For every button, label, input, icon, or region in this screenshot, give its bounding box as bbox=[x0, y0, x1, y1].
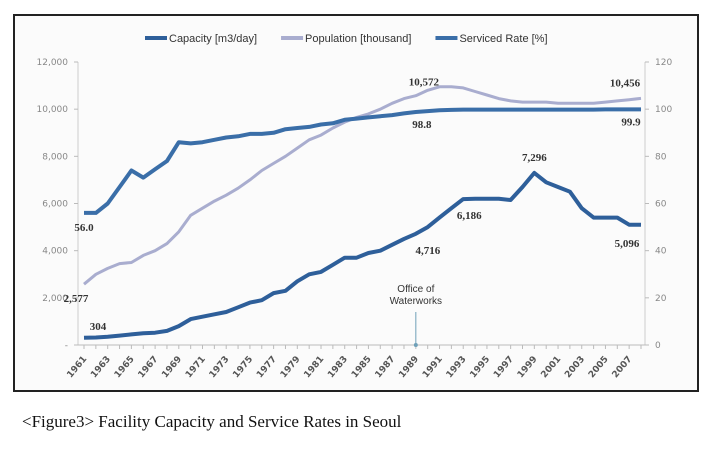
y-right-tick-label: 100 bbox=[655, 105, 672, 115]
x-tick-label: 1977 bbox=[255, 355, 279, 381]
y-right-tick-label: 20 bbox=[655, 294, 667, 304]
x-tick-label: 1997 bbox=[492, 355, 516, 381]
x-tick-label: 1995 bbox=[468, 355, 492, 381]
annotation-label: Office of bbox=[397, 284, 434, 295]
y-right-tick-label: 0 bbox=[655, 341, 661, 351]
x-tick-label: 2001 bbox=[540, 355, 564, 381]
x-tick-label: 1983 bbox=[326, 355, 350, 381]
x-tick-label: 1985 bbox=[350, 355, 374, 381]
data-label: 2,577 bbox=[64, 293, 89, 305]
y-left-tick-label: 8,000 bbox=[42, 152, 68, 162]
x-tick-label: 1989 bbox=[397, 355, 421, 381]
y-left-tick-label: 10,000 bbox=[37, 105, 69, 115]
data-label: 56.0 bbox=[74, 222, 94, 234]
x-tick-label: 1991 bbox=[421, 355, 445, 381]
x-tick-label: 1981 bbox=[303, 355, 327, 381]
data-label: 10,456 bbox=[610, 77, 641, 89]
data-label: 304 bbox=[90, 321, 107, 333]
x-tick-label: 1965 bbox=[113, 355, 137, 381]
x-tick-label: 1979 bbox=[279, 355, 303, 381]
y-left-tick-label: 2,000 bbox=[42, 294, 68, 304]
y-left-tick-label: 6,000 bbox=[42, 200, 68, 210]
x-tick-label: 1969 bbox=[160, 355, 184, 381]
data-label: 99.9 bbox=[621, 116, 641, 128]
data-label: 5,096 bbox=[615, 238, 640, 250]
y-right-tick-label: 40 bbox=[655, 247, 667, 257]
figure-caption: <Figure3> Facility Capacity and Service … bbox=[22, 412, 402, 431]
data-label: 7,296 bbox=[522, 152, 547, 164]
x-tick-label: 2005 bbox=[587, 355, 611, 381]
series-line-1 bbox=[83, 170, 642, 340]
legend-label: Capacity [m3/day] bbox=[169, 33, 257, 45]
data-label: 98.8 bbox=[412, 119, 432, 131]
annotation-label: Waterworks bbox=[390, 296, 442, 307]
series-line-2 bbox=[83, 85, 642, 286]
y-right-tick-label: 80 bbox=[655, 152, 667, 162]
legend-label: Population [thousand] bbox=[305, 33, 411, 45]
annotation-point bbox=[413, 343, 418, 347]
x-tick-label: 1973 bbox=[208, 355, 232, 381]
chart-frame bbox=[13, 14, 699, 392]
x-tick-label: 1963 bbox=[89, 355, 113, 381]
y-left-tick-label: - bbox=[65, 341, 68, 351]
x-tick-label: 1961 bbox=[66, 355, 90, 381]
data-label: 4,716 bbox=[415, 245, 440, 257]
x-tick-label: 1975 bbox=[231, 355, 255, 381]
x-tick-label: 1993 bbox=[445, 355, 469, 381]
legend-label: Serviced Rate [%] bbox=[459, 33, 547, 45]
y-right-tick-label: 120 bbox=[655, 58, 672, 68]
x-tick-label: 1999 bbox=[516, 355, 540, 381]
data-label: 6,186 bbox=[457, 210, 482, 222]
x-tick-label: 1967 bbox=[137, 355, 161, 381]
x-tick-label: 1987 bbox=[374, 355, 398, 381]
data-label: 10,572 bbox=[409, 77, 440, 89]
x-tick-label: 2007 bbox=[611, 355, 635, 381]
y-right-tick-label: 60 bbox=[655, 200, 667, 210]
y-left-tick-label: 4,000 bbox=[42, 247, 68, 257]
series-line-3 bbox=[84, 107, 641, 215]
x-tick-label: 1971 bbox=[184, 355, 208, 381]
x-tick-label: 2003 bbox=[563, 355, 587, 381]
line-chart: - 2,000 4,000 6,000 8,000 10,000 12,000 0 20 40 60… bbox=[37, 33, 673, 381]
y-left-tick-label: 12,000 bbox=[37, 58, 69, 68]
